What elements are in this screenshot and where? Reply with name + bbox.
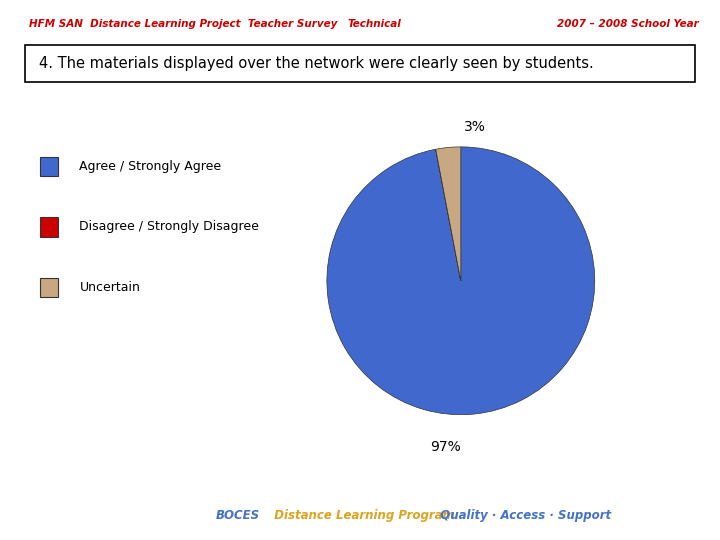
Text: 2007 – 2008 School Year: 2007 – 2008 School Year	[557, 19, 698, 29]
Text: Disagree / Strongly Disagree: Disagree / Strongly Disagree	[79, 220, 259, 233]
Wedge shape	[436, 147, 461, 281]
FancyBboxPatch shape	[25, 45, 695, 82]
Text: Uncertain: Uncertain	[79, 281, 140, 294]
FancyBboxPatch shape	[40, 278, 58, 297]
Text: HFM SAN  Distance Learning Project  Teacher Survey: HFM SAN Distance Learning Project Teache…	[29, 19, 337, 29]
Wedge shape	[436, 149, 461, 281]
Text: Distance Learning Program: Distance Learning Program	[266, 509, 455, 523]
Text: 3%: 3%	[464, 120, 486, 134]
Text: Agree / Strongly Agree: Agree / Strongly Agree	[79, 160, 222, 173]
Text: 97%: 97%	[430, 441, 460, 455]
FancyBboxPatch shape	[40, 217, 58, 237]
Text: 4. The materials displayed over the network were clearly seen by students.: 4. The materials displayed over the netw…	[39, 56, 593, 71]
Wedge shape	[327, 147, 595, 415]
Text: Technical: Technical	[348, 19, 401, 29]
Text: BOCES: BOCES	[216, 509, 260, 523]
FancyBboxPatch shape	[40, 157, 58, 176]
Text: Quality · Access · Support: Quality · Access · Support	[432, 509, 611, 523]
